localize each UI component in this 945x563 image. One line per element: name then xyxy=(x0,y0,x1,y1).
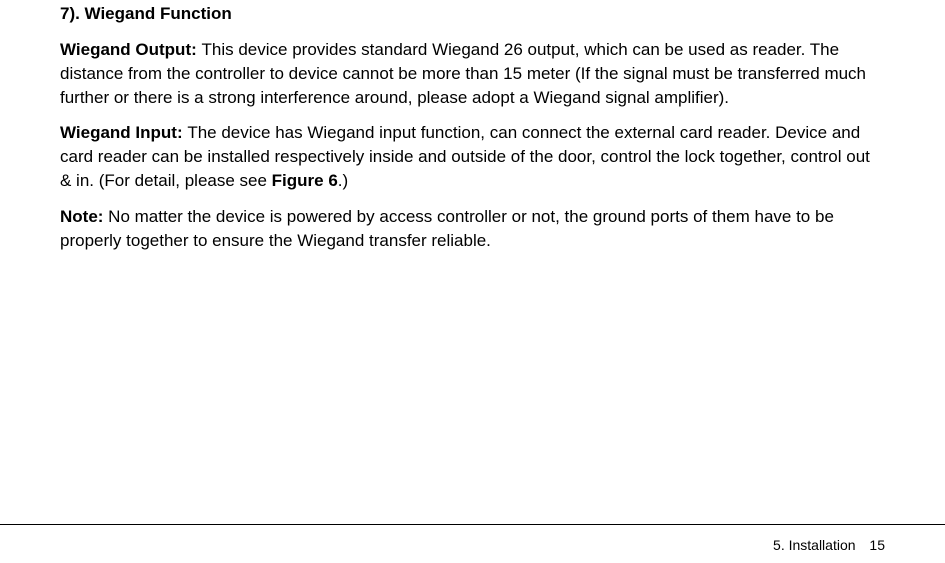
text-wiegand-input-b: .) xyxy=(338,171,348,190)
footer-page-number: 15 xyxy=(869,537,885,553)
paragraph-wiegand-input: Wiegand Input: The device has Wiegand in… xyxy=(60,121,885,192)
section-heading: 7). Wiegand Function xyxy=(60,4,885,24)
label-wiegand-output: Wiegand Output: xyxy=(60,40,202,59)
label-wiegand-input: Wiegand Input: xyxy=(60,123,187,142)
paragraph-note: Note: No matter the device is powered by… xyxy=(60,205,885,253)
paragraph-wiegand-output: Wiegand Output: This device provides sta… xyxy=(60,38,885,109)
text-note: No matter the device is powered by acces… xyxy=(60,207,834,250)
page-footer: 5. Installation 15 xyxy=(773,537,885,553)
footer-section-label: 5. Installation xyxy=(773,537,856,553)
footer-rule xyxy=(0,524,945,525)
page-body: 7). Wiegand Function Wiegand Output: Thi… xyxy=(0,0,945,252)
figure-ref: Figure 6 xyxy=(272,171,338,190)
label-note: Note: xyxy=(60,207,108,226)
